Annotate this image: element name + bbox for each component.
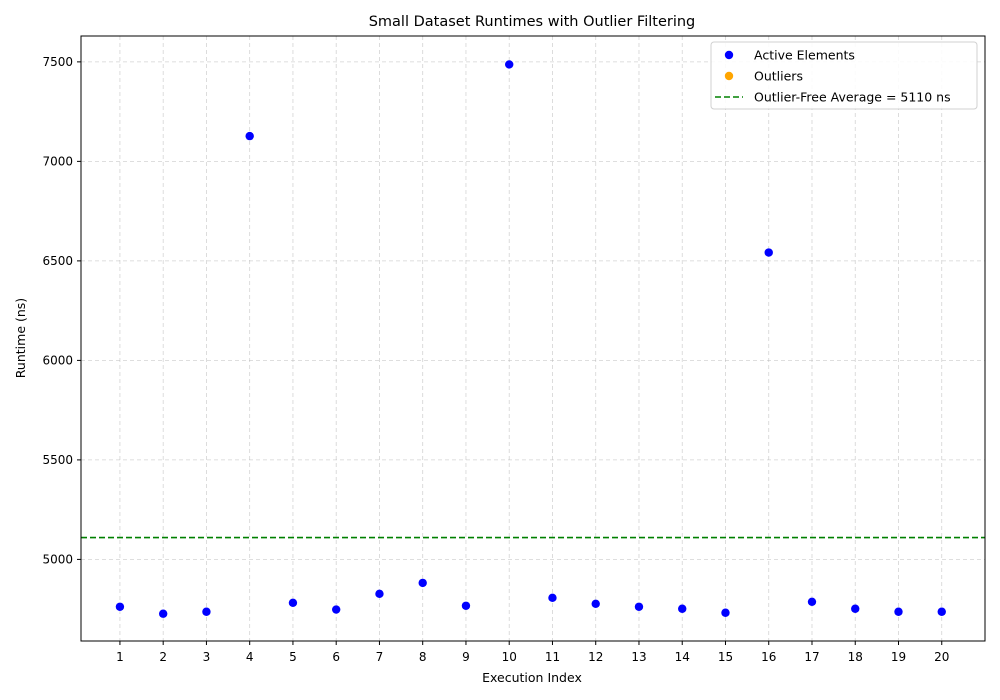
y-tick-label: 5500: [42, 453, 73, 467]
x-tick-label: 10: [502, 650, 517, 664]
data-point: [505, 60, 514, 69]
y-tick-label: 7500: [42, 55, 73, 69]
legend-box: [710, 41, 978, 110]
x-tick-label: 11: [545, 650, 560, 664]
data-point: [894, 607, 903, 616]
x-tick-label: 6: [332, 650, 340, 664]
data-point: [202, 607, 211, 616]
x-tick-label: 14: [675, 650, 690, 664]
grid: [81, 36, 985, 641]
legend: Active Elements Outliers Outlier-Free Aver…: [710, 41, 978, 110]
data-point: [937, 607, 946, 616]
x-axis-ticks: 1 2 3 4 5 6 7 8 9 10 11 12 13 14 15 16 17 18 19 20: [116, 641, 949, 664]
x-tick-label: 12: [588, 650, 603, 664]
data-point: [158, 609, 168, 618]
data-point: [331, 605, 341, 614]
x-tick-label: 18: [848, 650, 863, 664]
chart-title: Small Dataset Runtimes with Outlier Filt…: [369, 14, 696, 30]
y-tick-label: 6000: [42, 353, 73, 367]
data-point: [634, 602, 644, 611]
x-tick-label: 1: [116, 650, 124, 664]
data-point: [548, 593, 557, 603]
legend-marker: [724, 50, 734, 60]
data-point: [591, 599, 600, 608]
x-tick-label: 2: [159, 650, 167, 664]
data-point: [115, 602, 125, 611]
x-tick-label: 20: [934, 650, 949, 664]
x-tick-label: 7: [376, 650, 384, 664]
x-tick-label: 9: [462, 650, 470, 664]
legend-label: Outliers: [754, 69, 803, 84]
data-point: [807, 597, 817, 606]
data-point: [678, 604, 687, 613]
data-point: [721, 608, 730, 617]
y-axis-label: Runtime (ns): [13, 298, 28, 378]
x-axis-label: Execution Index: [482, 670, 582, 685]
y-axis-ticks: 5000 5500 6000 6500 7000 7500: [42, 55, 81, 566]
x-tick-label: 19: [891, 650, 906, 664]
data-point: [764, 248, 773, 257]
data-point: [418, 578, 427, 588]
data-point: [851, 604, 860, 613]
data-point: [245, 131, 254, 141]
x-tick-label: 8: [419, 650, 427, 664]
y-tick-label: 6500: [42, 254, 73, 268]
data-point: [288, 598, 298, 607]
data-point: [461, 601, 471, 610]
y-tick-label: 7000: [42, 154, 73, 168]
x-tick-label: 17: [804, 650, 819, 664]
x-tick-label: 16: [761, 650, 776, 664]
data-point: [375, 589, 384, 599]
data-points: [115, 60, 946, 618]
x-tick-label: 3: [203, 650, 211, 664]
x-tick-label: 15: [718, 650, 733, 664]
x-tick-label: 13: [631, 650, 646, 664]
x-tick-label: 5: [289, 650, 297, 664]
legend-marker: [724, 71, 734, 81]
legend-label: Active Elements: [754, 48, 855, 63]
plot-frame: [80, 35, 986, 642]
x-tick-label: 4: [246, 650, 254, 664]
legend-label: Outlier-Free Average = 5110 ns: [754, 90, 951, 105]
y-tick-label: 5000: [42, 552, 73, 566]
